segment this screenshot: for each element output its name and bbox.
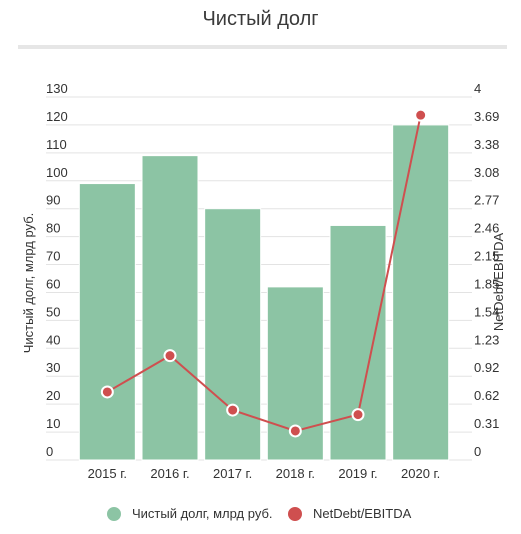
left-tick-label: 60	[46, 276, 60, 291]
bar-series	[78, 124, 450, 461]
left-tick-label: 10	[46, 416, 60, 431]
right-tick-label: 2.15	[474, 249, 499, 264]
title-divider	[18, 45, 507, 49]
bar	[141, 155, 199, 461]
left-tick-label: 50	[46, 304, 60, 319]
bar	[329, 224, 387, 461]
right-tick-label: 1.23	[474, 332, 499, 347]
line-point	[351, 408, 365, 422]
right-tick-label: 2.77	[474, 193, 499, 208]
left-tick-label: 100	[46, 165, 68, 180]
line-point	[288, 424, 302, 438]
left-tick-label: 20	[46, 388, 60, 403]
line-point	[226, 403, 240, 417]
right-tick-label: 3.08	[474, 165, 499, 180]
left-tick-label: 130	[46, 81, 68, 96]
line-point	[414, 108, 428, 122]
left-tick-label: 110	[46, 137, 67, 152]
line-point	[100, 385, 114, 399]
x-tick-label: 2015 г.	[88, 466, 127, 481]
x-tick-label: 2018 г.	[276, 466, 315, 481]
legend-swatch-debt	[107, 507, 121, 521]
left-tick-label: 0	[46, 444, 53, 459]
right-tick-label: 2.46	[474, 221, 499, 236]
legend-swatch-ratio	[288, 507, 302, 521]
right-tick-label: 3.38	[474, 137, 499, 152]
x-tick-label: 2017 г.	[213, 466, 252, 481]
left-axis-ticks: 0 10 20 30 40 50 60 70 80 90 100 110 120 130	[46, 81, 68, 459]
right-axis-ticks: 0 0.31 0.62 0.92 1.23 1.54 1.85 2.15 2.46 2.77 3.0…	[474, 81, 499, 459]
right-axis-label: NetDebt/EBITDA	[491, 233, 506, 332]
legend-label-ratio: NetDebt/EBITDA	[313, 506, 412, 521]
left-tick-label: 40	[46, 332, 60, 347]
line-point	[163, 349, 177, 363]
right-tick-label: 0.92	[474, 360, 499, 375]
legend-label-debt: Чистый долг, млрд руб.	[132, 506, 273, 521]
right-tick-label: 1.85	[474, 276, 499, 291]
right-tick-label: 0.62	[474, 388, 499, 403]
right-tick-label: 1.54	[474, 304, 499, 319]
left-axis-label: Чистый долг, млрд руб.	[21, 213, 36, 354]
chart-title: Чистый долг	[202, 8, 319, 30]
right-tick-label: 0	[474, 444, 481, 459]
left-tick-label: 90	[46, 193, 60, 208]
right-tick-label: 0.31	[474, 416, 499, 431]
left-tick-label: 70	[46, 249, 60, 264]
left-tick-label: 80	[46, 221, 60, 236]
series-line	[106, 114, 422, 433]
right-tick-label: 4	[474, 81, 481, 96]
right-tick-label: 3.69	[474, 109, 499, 124]
x-axis-ticks: 2015 г. 2016 г. 2017 г. 2018 г. 2019 г. 2020 …	[88, 466, 441, 481]
left-tick-label: 120	[46, 109, 68, 124]
x-tick-label: 2020 г.	[401, 466, 440, 481]
x-tick-label: 2019 г.	[338, 466, 377, 481]
bar	[204, 208, 262, 461]
left-tick-label: 30	[46, 360, 60, 375]
line-series	[100, 108, 428, 438]
bar	[392, 124, 450, 461]
x-tick-label: 2016 г.	[150, 466, 189, 481]
legend: Чистый долг, млрд руб. NetDebt/EBITDA	[107, 506, 412, 521]
bar	[78, 183, 136, 461]
